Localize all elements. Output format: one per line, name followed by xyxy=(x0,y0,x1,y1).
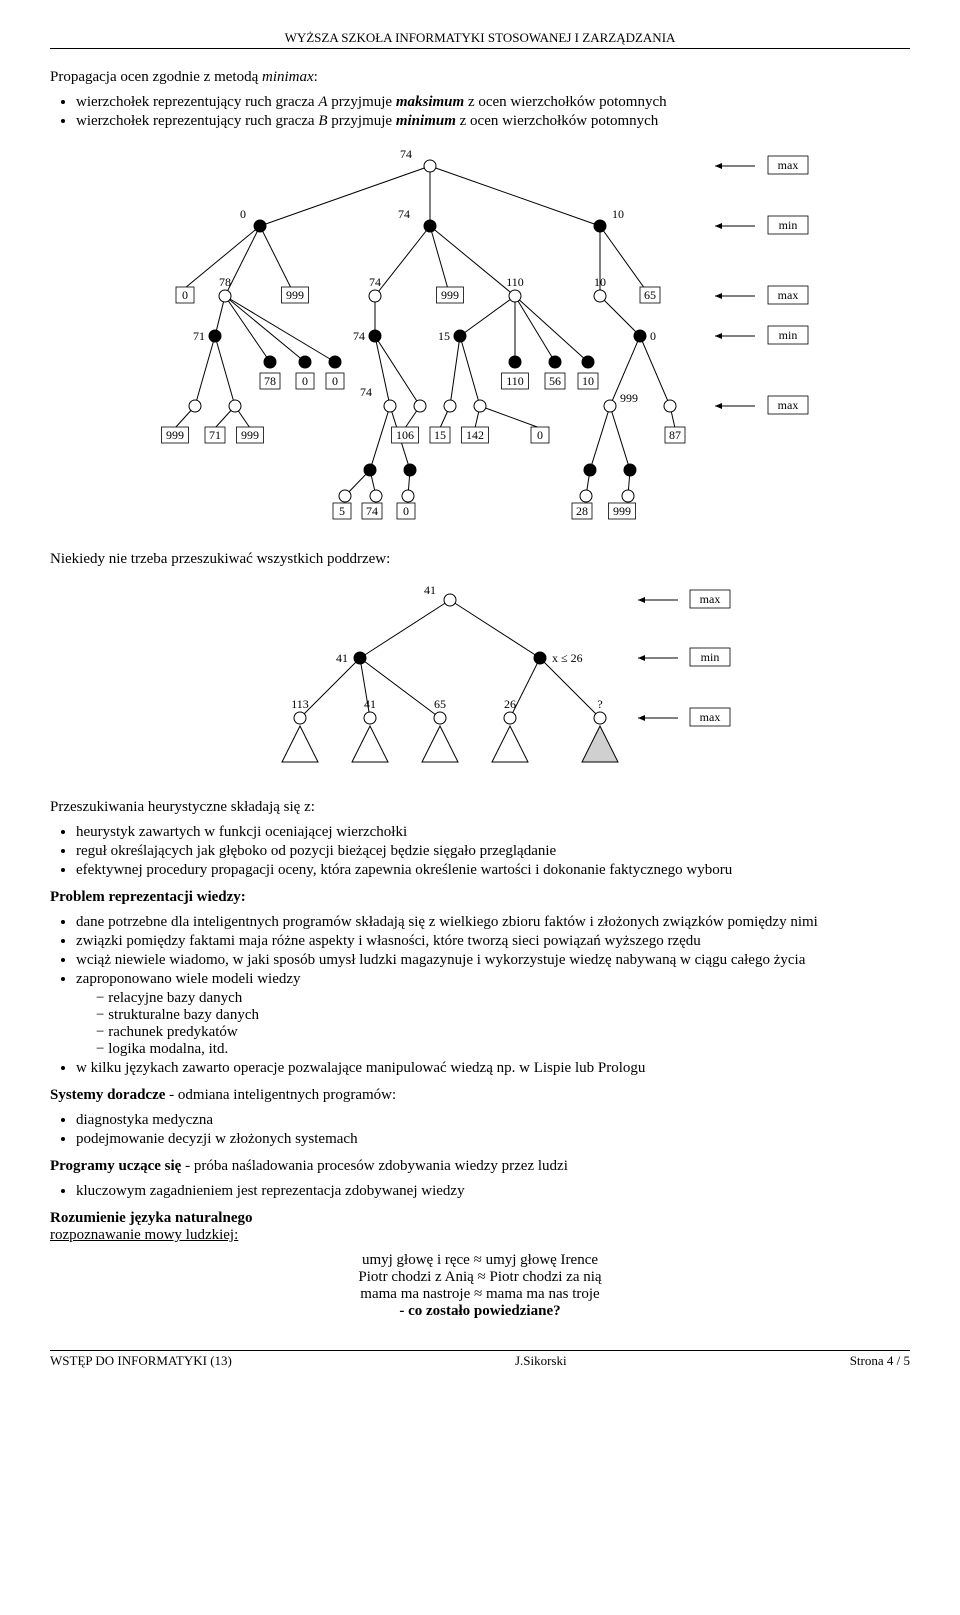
svg-text:71: 71 xyxy=(193,329,205,343)
svg-text:999: 999 xyxy=(441,288,459,302)
svg-text:?: ? xyxy=(597,697,602,711)
page-footer: WSTĘP DO INFORMATYKI (13) J.Sikorski Str… xyxy=(50,1350,910,1369)
svg-text:x ≤ 26: x ≤ 26 xyxy=(552,651,583,665)
svg-text:max: max xyxy=(778,288,799,302)
svg-text:0: 0 xyxy=(537,428,543,442)
svg-text:10: 10 xyxy=(582,374,594,388)
nlp-examples: umyj głowę i ręce ≈ umyj głowę Irence Pi… xyxy=(50,1252,910,1320)
svg-text:5: 5 xyxy=(339,504,345,518)
svg-text:0: 0 xyxy=(182,288,188,302)
repr-list: dane potrzebne dla inteligentnych progra… xyxy=(50,914,910,1077)
svg-text:74: 74 xyxy=(398,207,410,221)
nlp-sub: rozpoznawanie mowy ludzkiej: xyxy=(50,1227,910,1244)
svg-text:78: 78 xyxy=(264,374,276,388)
minimax-tree-1: 7407410078999749991101065717415078001105… xyxy=(50,140,910,535)
svg-text:999: 999 xyxy=(241,428,259,442)
expert-list: diagnostyka medyczna podejmowanie decyzj… xyxy=(50,1112,910,1148)
svg-text:74: 74 xyxy=(353,329,365,343)
svg-text:110: 110 xyxy=(506,275,524,289)
svg-text:max: max xyxy=(778,158,799,172)
svg-text:56: 56 xyxy=(549,374,561,388)
svg-text:74: 74 xyxy=(366,504,378,518)
svg-text:10: 10 xyxy=(612,207,624,221)
footer-mid: J.Sikorski xyxy=(515,1353,567,1369)
minimax-tree-2: 41 41 x ≤ 26 113 41 65 26? max min max xyxy=(50,578,910,783)
svg-text:26: 26 xyxy=(504,697,516,711)
search-list: heurystyk zawartych w funkcji oceniające… xyxy=(50,824,910,879)
search-heading: Przeszukiwania heurystyczne składają się… xyxy=(50,799,910,816)
intro-list: wierzchołek reprezentujący ruch gracza A… xyxy=(50,94,910,130)
svg-text:15: 15 xyxy=(438,329,450,343)
footer-left: WSTĘP DO INFORMATYKI (13) xyxy=(50,1353,232,1369)
mid-text: Niekiedy nie trzeba przeszukiwać wszystk… xyxy=(50,551,910,568)
svg-text:15: 15 xyxy=(434,428,446,442)
svg-text:106: 106 xyxy=(396,428,414,442)
svg-text:min: min xyxy=(779,328,798,342)
svg-text:min: min xyxy=(779,218,798,232)
svg-text:78: 78 xyxy=(219,275,231,289)
nlp-heading: Rozumienie języka naturalnego xyxy=(50,1210,910,1227)
svg-text:41: 41 xyxy=(424,583,436,597)
svg-text:142: 142 xyxy=(466,428,484,442)
svg-text:10: 10 xyxy=(594,275,606,289)
learning-list: kluczowym zagadnieniem jest reprezentacj… xyxy=(50,1183,910,1200)
svg-text:999: 999 xyxy=(286,288,304,302)
svg-text:max: max xyxy=(700,710,721,724)
svg-text:87: 87 xyxy=(669,428,681,442)
svg-text:65: 65 xyxy=(434,697,446,711)
svg-text:0: 0 xyxy=(302,374,308,388)
svg-text:65: 65 xyxy=(644,288,656,302)
svg-text:0: 0 xyxy=(650,329,656,343)
svg-text:0: 0 xyxy=(332,374,338,388)
svg-text:41: 41 xyxy=(364,697,376,711)
repr-heading: Problem reprezentacji wiedzy: xyxy=(50,889,910,906)
svg-text:0: 0 xyxy=(240,207,246,221)
learning-heading: Programy uczące się - próba naśladowania… xyxy=(50,1158,910,1175)
footer-right: Strona 4 / 5 xyxy=(850,1353,910,1369)
svg-text:71: 71 xyxy=(209,428,221,442)
svg-text:74: 74 xyxy=(360,385,372,399)
svg-text:74: 74 xyxy=(369,275,381,289)
svg-text:min: min xyxy=(701,650,720,664)
expert-heading: Systemy doradcze - odmiana inteligentnyc… xyxy=(50,1087,910,1104)
section-title: Propagacja ocen zgodnie z metodą minimax… xyxy=(50,69,910,86)
svg-text:999: 999 xyxy=(620,391,638,405)
svg-text:0: 0 xyxy=(403,504,409,518)
svg-text:max: max xyxy=(700,592,721,606)
svg-text:113: 113 xyxy=(291,697,309,711)
svg-text:999: 999 xyxy=(166,428,184,442)
svg-text:74: 74 xyxy=(400,147,412,161)
svg-text:41: 41 xyxy=(336,651,348,665)
svg-text:110: 110 xyxy=(506,374,524,388)
svg-text:max: max xyxy=(778,398,799,412)
svg-text:999: 999 xyxy=(613,504,631,518)
svg-text:28: 28 xyxy=(576,504,588,518)
page-header: WYŻSZA SZKOŁA INFORMATYKI STOSOWANEJ I Z… xyxy=(50,30,910,49)
